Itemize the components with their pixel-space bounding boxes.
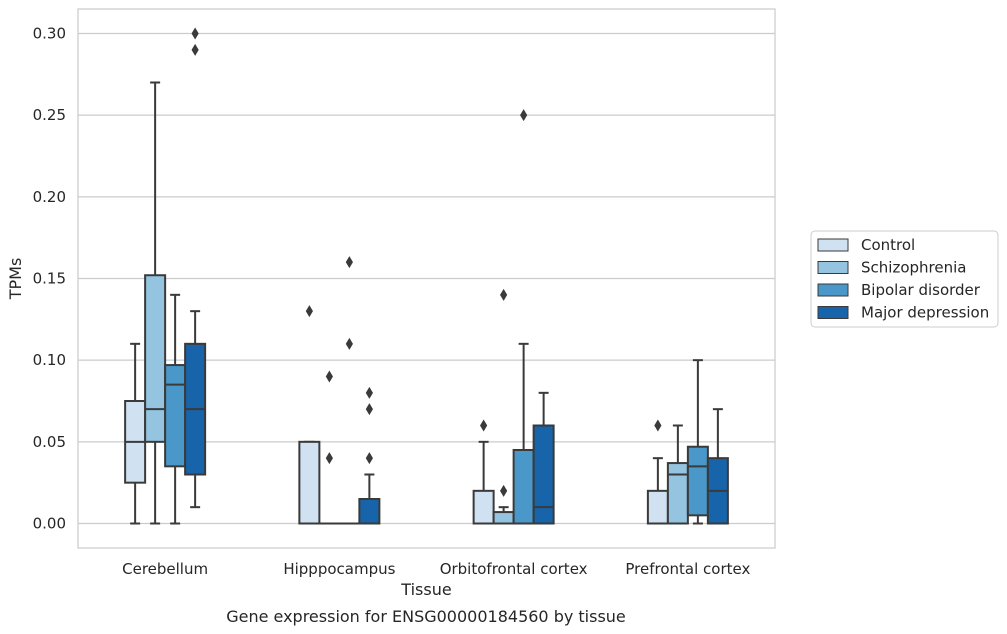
y-axis-ticks: 0.00 0.05 0.10 0.15 0.20 0.25 0.30 — [33, 25, 66, 533]
outlier-point — [305, 305, 313, 318]
x-axis-label: Tissue — [400, 580, 451, 599]
outlier-point — [520, 109, 528, 122]
outlier-point — [500, 288, 508, 301]
x-tick-label: Hipppocampus — [283, 560, 395, 578]
legend-frame — [810, 230, 999, 328]
chart-caption: Gene expression for ENSG00000184560 by t… — [226, 607, 626, 626]
box-control — [646, 419, 669, 525]
y-tick-label: 0.00 — [33, 515, 66, 533]
y-tick-label: 0.10 — [33, 351, 66, 369]
box-schizophrenia — [492, 288, 515, 525]
legend-swatch — [817, 283, 849, 297]
box-body — [298, 440, 321, 525]
box-body — [164, 364, 187, 468]
legend-label: Major depression — [861, 304, 989, 322]
y-axis-label: TPMs — [6, 258, 25, 301]
x-tick-label: Cerebellum — [122, 560, 208, 578]
outlier-point — [654, 419, 662, 432]
box-major-depression — [184, 27, 207, 509]
legend: Control Schizophrenia Bipolar disorder Majo… — [810, 230, 999, 328]
box-body — [646, 489, 669, 525]
y-tick-label: 0.15 — [33, 270, 66, 288]
outlier-point — [325, 452, 333, 465]
legend-swatch — [817, 306, 849, 319]
box-control — [472, 419, 495, 525]
legend-label: Control — [861, 236, 915, 254]
box-body — [686, 445, 709, 517]
box-body — [666, 462, 689, 525]
box-body — [144, 274, 167, 443]
outlier-point — [365, 386, 373, 399]
box-schizophrenia — [666, 424, 689, 525]
outlier-point — [365, 452, 373, 465]
y-tick-label: 0.25 — [33, 106, 66, 124]
box-bipolar-disorder — [512, 109, 535, 525]
legend-swatch — [817, 238, 849, 252]
y-tick-label: 0.30 — [33, 25, 66, 43]
y-tick-label: 0.05 — [33, 433, 66, 451]
outlier-point — [480, 419, 488, 432]
x-axis-ticks: Cerebellum Hipppocampus Orbitofrontal cort… — [122, 560, 750, 578]
box-schizophrenia — [318, 370, 341, 525]
box-major-depression — [532, 391, 555, 525]
box-bipolar-disorder — [338, 256, 361, 525]
outlier-point — [345, 337, 353, 350]
box-bipolar-disorder — [164, 293, 187, 525]
legend-label: Bipolar disorder — [861, 281, 981, 299]
box-body — [358, 498, 381, 525]
outlier-point — [191, 27, 199, 40]
plot-marks — [124, 27, 729, 525]
box-bipolar-disorder — [686, 359, 709, 525]
box-control — [298, 305, 321, 525]
outlier-point — [345, 256, 353, 269]
outlier-point — [325, 370, 333, 383]
box-major-depression — [358, 386, 381, 525]
box-body — [532, 424, 555, 525]
legend-swatch — [817, 261, 849, 274]
box-body — [512, 449, 535, 525]
box-major-depression — [706, 408, 729, 525]
box-schizophrenia — [144, 81, 167, 525]
x-tick-label: Prefrontal cortex — [625, 560, 750, 578]
y-tick-label: 0.20 — [33, 188, 66, 206]
legend-label: Schizophrenia — [861, 259, 966, 277]
outlier-point — [191, 43, 199, 56]
outlier-point — [500, 484, 508, 497]
box-body — [492, 511, 515, 525]
outlier-point — [365, 403, 373, 416]
box-control — [124, 342, 147, 525]
box-body — [472, 489, 495, 525]
plot-frame — [77, 8, 776, 549]
x-tick-label: Orbitofrontal cortex — [440, 560, 588, 578]
